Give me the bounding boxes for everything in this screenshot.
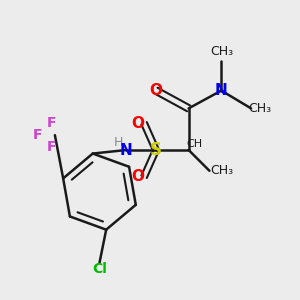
Text: N: N — [120, 142, 133, 158]
Text: CH₃: CH₃ — [248, 102, 272, 115]
Text: N: N — [215, 83, 228, 98]
Text: O: O — [132, 169, 145, 184]
Text: H: H — [114, 136, 124, 149]
Text: CH₃: CH₃ — [210, 164, 233, 177]
Text: F: F — [32, 128, 42, 142]
Text: S: S — [150, 141, 162, 159]
Text: Cl: Cl — [92, 262, 107, 276]
Text: O: O — [149, 83, 162, 98]
Text: O: O — [132, 116, 145, 131]
Text: F: F — [47, 140, 57, 154]
Text: CH: CH — [187, 139, 202, 149]
Text: CH₃: CH₃ — [210, 45, 233, 58]
Text: F: F — [47, 116, 57, 130]
